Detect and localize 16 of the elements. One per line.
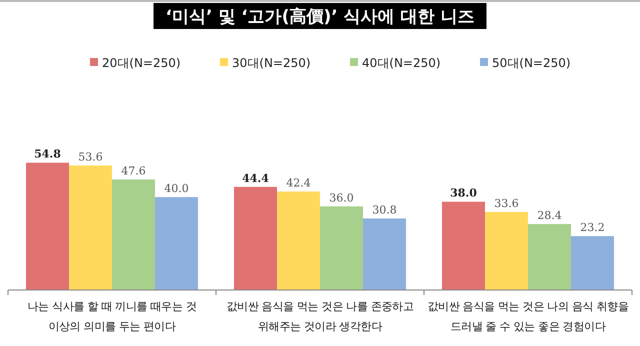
data-label: 33.6 — [494, 196, 519, 210]
data-label: 44.4 — [242, 172, 270, 185]
data-label: 54.8 — [34, 148, 62, 161]
x-tick-label: 나는 식사를 할 때 끼니를 때우는 것 이상의 의미를 두는 편이다 — [28, 300, 197, 333]
data-label: 42.4 — [286, 176, 311, 190]
chart-title: ‘미식’ 및 ‘고가(高價)’ 식사에 대한 니즈 — [166, 7, 474, 27]
data-label: 30.8 — [372, 203, 397, 216]
data-label: 53.6 — [78, 150, 103, 164]
x-tick-label: 값비싼 음식을 먹는 것은 나의 음식 취향을 드러낼 줄 수 있는 좋은 경험이다 — [427, 300, 629, 333]
data-label: 47.6 — [121, 164, 146, 178]
x-tick-label: 값비싼 음식을 먹는 것은 나를 존중하고 위해주는 것이라 생각한다 — [226, 300, 414, 333]
data-label: 28.4 — [537, 209, 562, 222]
data-label: 40.0 — [164, 182, 189, 196]
data-label: 36.0 — [329, 191, 354, 204]
data-label: 23.2 — [580, 221, 605, 234]
data-label: 38.0 — [450, 186, 478, 200]
